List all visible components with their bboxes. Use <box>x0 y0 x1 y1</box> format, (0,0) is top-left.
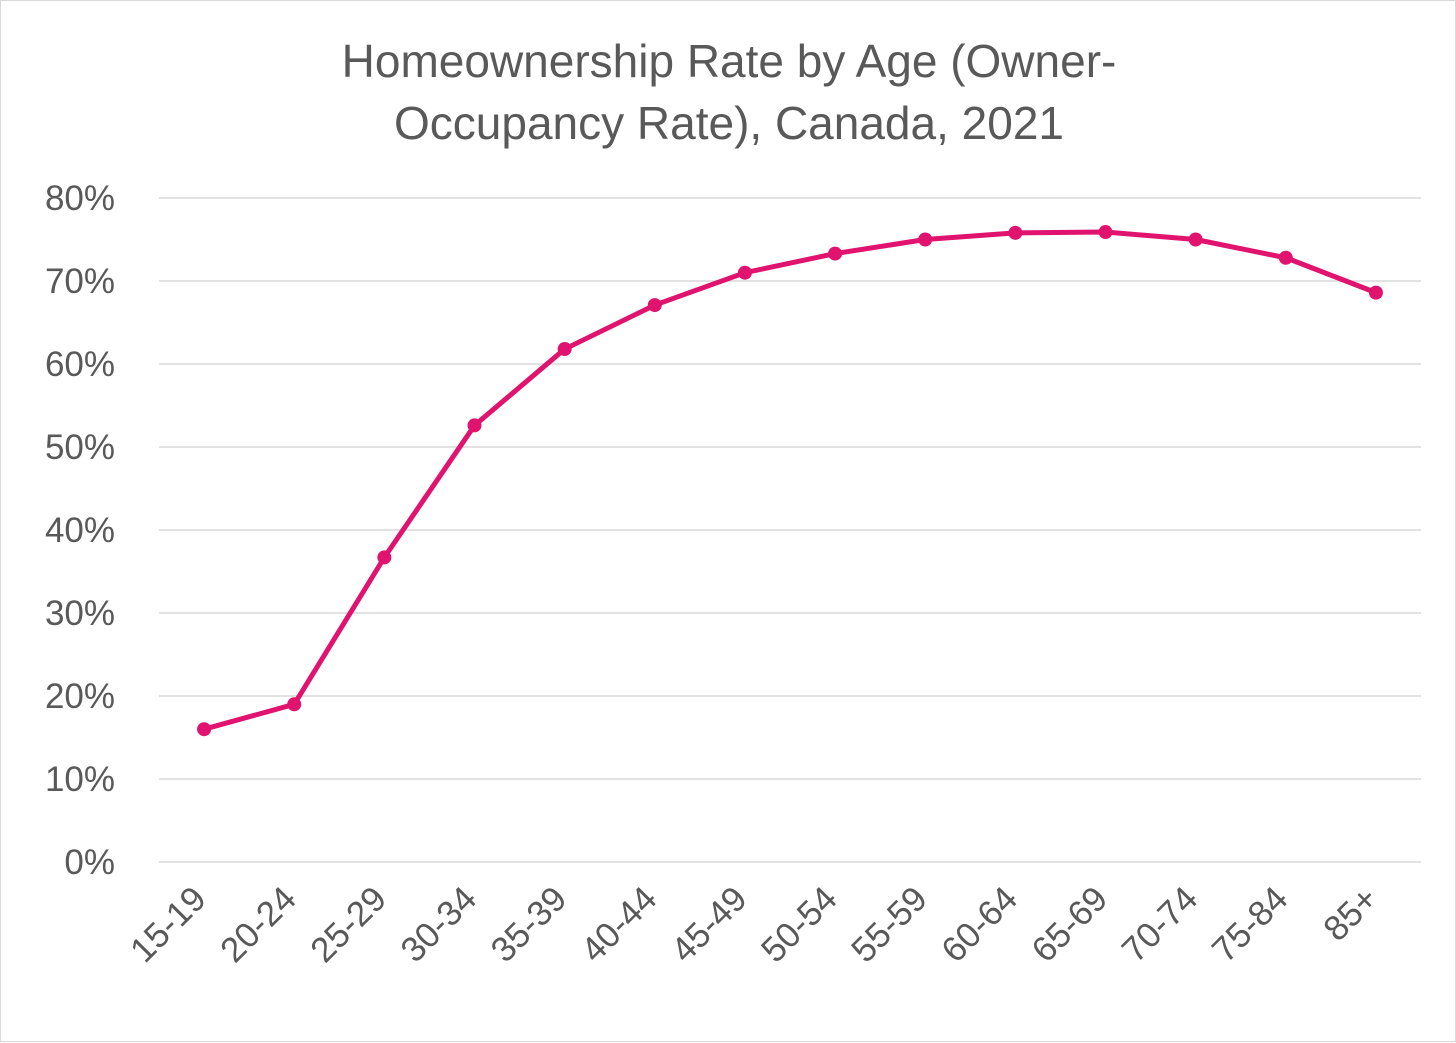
data-point <box>1278 250 1293 265</box>
data-point <box>1188 232 1203 247</box>
y-tick-label: 20% <box>45 677 115 716</box>
x-tick-label: 15-19 <box>123 879 214 970</box>
data-point <box>197 722 212 737</box>
data-point <box>647 298 662 313</box>
data-point <box>287 697 302 712</box>
data-point <box>828 246 843 261</box>
x-tick-label: 25-29 <box>303 879 394 970</box>
data-point <box>557 342 572 357</box>
x-tick-label: 20-24 <box>213 879 304 970</box>
y-tick-label: 10% <box>45 760 115 799</box>
data-point <box>1098 225 1113 240</box>
x-tick-label: 45-49 <box>664 879 755 970</box>
x-tick-label: 70-74 <box>1114 879 1205 970</box>
y-tick-label: 60% <box>45 345 115 384</box>
x-tick-label: 55-59 <box>844 879 935 970</box>
chart-title: Homeownership Rate by Age (Owner- Occupa… <box>342 35 1117 149</box>
y-axis-tick-labels: 0% 10% 20% 30% 40% 50% 60% 70% 80% <box>45 179 115 882</box>
x-tick-label: 35-39 <box>483 879 574 970</box>
data-point <box>377 550 392 565</box>
x-tick-label: 65-69 <box>1024 879 1115 970</box>
y-tick-label: 0% <box>64 843 115 882</box>
y-tick-label: 80% <box>45 179 115 218</box>
y-tick-label: 30% <box>45 594 115 633</box>
x-tick-label: 75-84 <box>1205 879 1296 970</box>
x-tick-label: 40-44 <box>574 879 665 970</box>
data-point <box>1368 285 1383 300</box>
x-tick-label: 50-54 <box>754 879 845 970</box>
chart-title-line-1: Homeownership Rate by Age (Owner- <box>342 35 1117 87</box>
x-tick-label: 30-34 <box>393 879 484 970</box>
data-point <box>737 265 752 280</box>
data-point <box>467 418 482 433</box>
y-gridlines <box>159 197 1421 863</box>
series-layer <box>197 225 1383 737</box>
y-tick-label: 40% <box>45 511 115 550</box>
data-point <box>918 232 933 247</box>
y-tick-label: 70% <box>45 262 115 301</box>
x-tick-label: 60-64 <box>934 879 1025 970</box>
y-tick-label: 50% <box>45 428 115 467</box>
series-line <box>201 229 1379 732</box>
chart-title-line-2: Occupancy Rate), Canada, 2021 <box>394 97 1064 149</box>
x-tick-label: 85+ <box>1316 879 1386 949</box>
data-point <box>1008 225 1023 240</box>
x-axis-tick-labels: 15-19 20-24 25-29 30-34 35-39 40-44 45-49 50-54… <box>123 879 1386 970</box>
